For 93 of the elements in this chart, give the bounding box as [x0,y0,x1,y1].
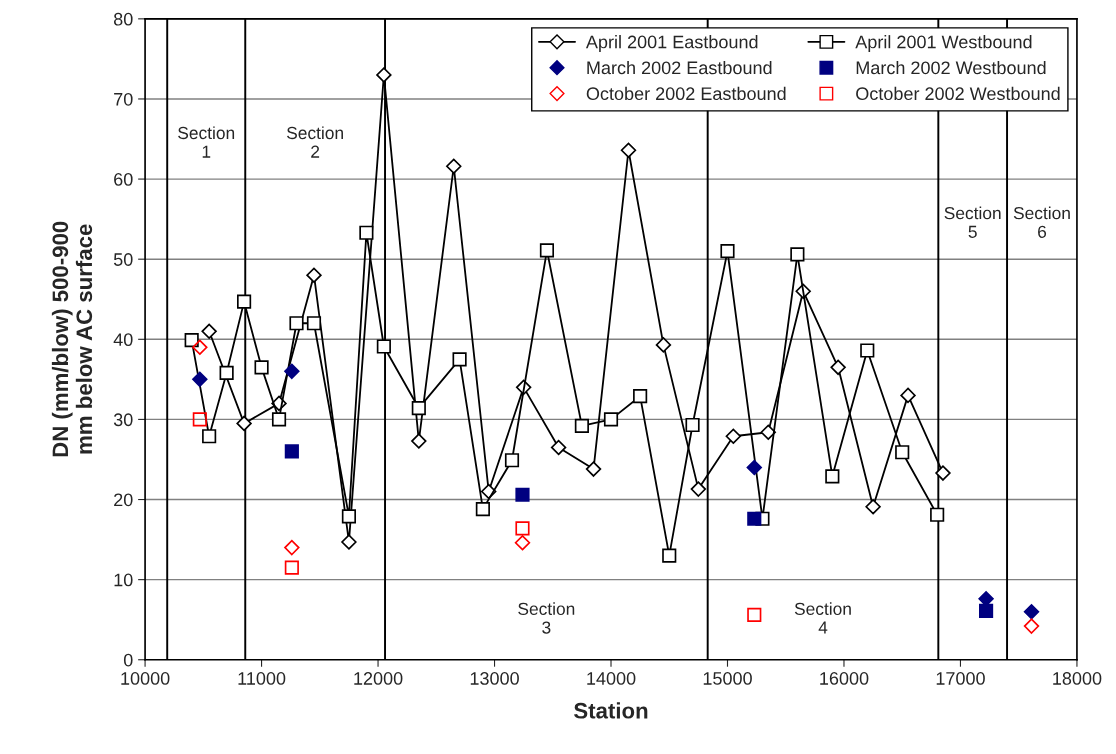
point [284,363,300,380]
point [306,267,322,283]
point [359,225,374,240]
annotation: Section 1 [178,126,235,158]
point [192,412,207,427]
point [725,428,742,444]
legend-label: October 2002 Eastbound [586,86,786,101]
point [585,461,602,477]
point [690,481,707,497]
x-tick-label: 12000 [354,672,403,685]
point [825,469,840,484]
y-tick-label: 30 [113,413,133,427]
point [306,316,322,331]
x-tick-label: 10000 [121,672,170,685]
point [655,337,672,353]
point [504,453,520,468]
point [411,433,427,449]
point [376,67,392,83]
y-tick-label: 60 [114,173,133,186]
annotation: Section 3 [518,602,575,634]
annotation: Section 5 [944,206,1001,238]
point [720,244,735,259]
point [935,465,951,481]
x-tick-label: 13000 [470,672,519,685]
y-tick-label: 40 [113,333,133,347]
point [446,158,462,174]
point [1023,618,1040,634]
annotation: Section 6 [1013,206,1070,238]
point [236,415,252,432]
point [201,323,217,339]
y-tick-label: 50 [113,253,133,266]
y-axis-title: DN (mm/blow) 500-900 mm below AC surface [51,221,93,457]
point [747,607,762,622]
point [574,418,589,433]
legend-label: March 2002 Westbound [856,60,1046,75]
point [411,401,426,416]
point [662,548,677,563]
x-tick-label: 14000 [587,672,636,685]
legend-label: March 2002 Eastbound [587,60,772,75]
point [603,412,619,427]
point [790,247,805,262]
y-tick-label: 20 [114,493,133,507]
x-tick-label: 17000 [936,672,985,685]
point [895,445,910,460]
point [539,243,555,258]
point [514,535,531,551]
x-tick-label: 16000 [820,672,869,685]
point [289,316,304,331]
point [930,507,945,522]
point [237,294,252,309]
annotation: Section 2 [286,126,343,158]
x-tick-label: 15000 [703,672,752,685]
y-tick-label: 10 [114,573,133,587]
point [284,444,299,459]
legend-label: April 2001 Eastbound [585,35,758,52]
point [376,339,391,354]
point [515,521,530,536]
point [760,424,776,440]
y-tick-label: 0 [123,653,133,667]
point [515,487,530,502]
point [1023,603,1040,620]
y-tick-label: 80 [113,12,133,26]
legend-label: October 2002 Westbound [856,86,1060,101]
point [830,359,846,376]
annotation: Section 4 [794,602,851,634]
point [747,511,762,526]
point [865,499,881,515]
point [192,371,208,388]
y-tick-label: 70 [114,92,133,106]
point [284,539,300,556]
point [202,429,217,444]
point [746,459,762,476]
point [620,142,637,158]
x-axis-title: Station [574,702,648,719]
point [452,352,467,367]
point [184,333,199,348]
point [860,343,875,358]
point [900,387,916,404]
point [475,502,490,517]
point [284,560,299,575]
point [271,412,287,427]
point [978,603,994,618]
point [219,365,234,381]
x-tick-label: 11000 [238,672,286,685]
point [550,439,567,456]
legend-label: April 2001 Westbound [855,35,1032,52]
x-tick-label: 18000 [1053,672,1102,685]
point [341,534,357,550]
point [685,417,700,433]
point [633,389,648,404]
point [341,509,357,524]
point [192,339,208,356]
point [254,360,269,375]
